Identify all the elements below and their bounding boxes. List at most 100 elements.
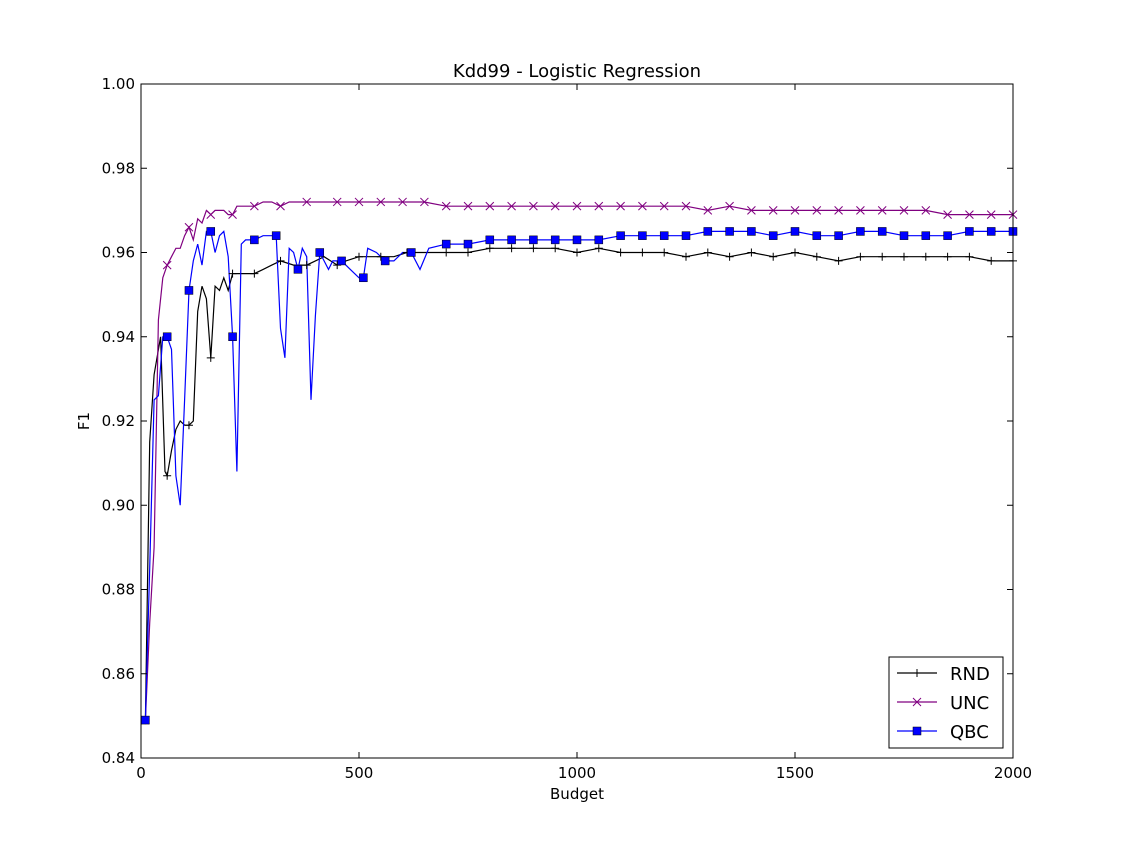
data-point-qbc <box>856 227 865 236</box>
data-point-rnd <box>987 256 996 265</box>
data-point-qbc <box>315 248 325 257</box>
x-tick-label: 1000 <box>558 764 596 782</box>
data-point-rnd <box>616 248 625 257</box>
legend-item-rnd: RND <box>897 664 990 685</box>
data-point-unc <box>725 201 734 211</box>
data-point-rnd <box>442 248 451 257</box>
data-point-rnd <box>594 244 603 253</box>
legend-marker-unc <box>912 697 922 707</box>
data-point-rnd <box>682 252 690 261</box>
data-point-rnd <box>529 244 538 253</box>
data-point-unc <box>332 197 342 207</box>
data-point-unc <box>899 206 909 215</box>
data-point-rnd <box>573 248 581 257</box>
data-point-qbc <box>986 227 996 236</box>
data-point-rnd <box>250 269 259 278</box>
data-point-unc <box>965 210 974 219</box>
data-point-rnd <box>791 248 799 257</box>
data-point-rnd <box>302 261 311 270</box>
data-point-qbc <box>725 227 734 236</box>
data-point-rnd <box>551 244 560 253</box>
data-point-unc <box>398 197 407 207</box>
data-point-rnd <box>725 252 734 261</box>
data-point-unc <box>877 206 887 215</box>
data-point-rnd <box>228 269 237 278</box>
data-point-rnd <box>747 248 756 257</box>
legend-marker-rnd <box>913 669 921 677</box>
data-point-unc <box>986 210 996 219</box>
series-line-unc <box>144 201 1013 721</box>
y-tick-label: 0.86 <box>102 665 135 683</box>
markers-layer <box>141 197 1018 725</box>
data-point-qbc <box>790 227 800 236</box>
data-point-qbc <box>638 231 647 240</box>
data-point-qbc <box>921 231 931 240</box>
data-point-qbc <box>293 265 303 274</box>
data-point-qbc <box>877 227 887 236</box>
data-point-unc <box>856 206 865 215</box>
data-point-unc <box>485 201 495 211</box>
data-point-qbc <box>659 231 669 240</box>
legend-item-unc: UNC <box>897 693 989 714</box>
ticks-layer: 0 500 1000 1500 2000 0.84 0.86 0.88 0.90 0.92 0.94… <box>102 75 1033 782</box>
data-point-unc <box>790 206 800 215</box>
data-point-unc <box>276 201 285 211</box>
data-point-unc <box>376 197 386 207</box>
data-point-qbc <box>572 235 582 245</box>
data-point-qbc <box>747 227 756 236</box>
data-point-rnd <box>355 252 363 261</box>
data-point-rnd <box>921 252 930 261</box>
data-point-unc <box>206 210 216 219</box>
data-point-unc <box>812 206 822 215</box>
data-point-qbc <box>380 256 390 266</box>
y-tick-label: 0.92 <box>102 412 135 430</box>
data-point-rnd <box>507 244 516 253</box>
data-point-qbc <box>834 231 843 240</box>
data-point-unc <box>250 201 259 211</box>
data-point-qbc <box>206 227 216 236</box>
data-point-rnd <box>703 248 712 257</box>
data-point-rnd <box>485 244 494 253</box>
data-point-qbc <box>441 239 451 249</box>
data-point-unc <box>594 201 604 211</box>
data-point-rnd <box>856 252 865 261</box>
y-tick-label: 0.98 <box>102 159 135 177</box>
data-point-qbc <box>485 235 495 245</box>
data-point-qbc <box>407 248 416 257</box>
data-point-qbc <box>507 235 516 245</box>
series-markers-unc <box>141 197 1018 725</box>
data-point-qbc <box>899 231 909 240</box>
legend-marker-qbc <box>912 726 922 736</box>
data-point-qbc <box>965 227 974 236</box>
data-point-unc <box>681 201 691 211</box>
y-tick-label: 0.88 <box>102 581 135 599</box>
data-point-qbc <box>681 231 691 240</box>
data-point-qbc <box>594 235 604 245</box>
y-axis-title: F1 <box>75 412 93 430</box>
data-point-unc <box>572 201 582 211</box>
data-point-qbc <box>228 332 237 341</box>
data-point-rnd <box>206 353 215 362</box>
data-point-qbc <box>184 286 194 295</box>
data-point-unc <box>228 210 237 219</box>
x-tick-label: 500 <box>345 764 374 782</box>
data-point-unc <box>616 201 625 211</box>
data-point-rnd <box>943 252 952 261</box>
legend: RND UNC QBC <box>888 656 1004 749</box>
data-point-qbc <box>703 227 713 236</box>
series-markers-qbc <box>141 227 1018 725</box>
data-point-unc <box>638 201 647 211</box>
data-point-unc <box>921 206 931 215</box>
data-point-rnd <box>276 256 285 265</box>
data-point-unc <box>302 197 312 207</box>
data-point-unc <box>703 206 713 215</box>
data-point-unc <box>529 201 538 211</box>
legend-item-qbc: QBC <box>897 722 989 743</box>
chart-title: Kdd99 - Logistic Regression <box>453 61 701 82</box>
data-point-rnd <box>464 248 472 257</box>
data-point-rnd <box>660 248 669 257</box>
x-axis-title: Budget <box>550 785 604 803</box>
data-point-unc <box>354 197 364 207</box>
y-tick-label: 0.94 <box>102 328 135 346</box>
data-point-unc <box>463 201 473 211</box>
